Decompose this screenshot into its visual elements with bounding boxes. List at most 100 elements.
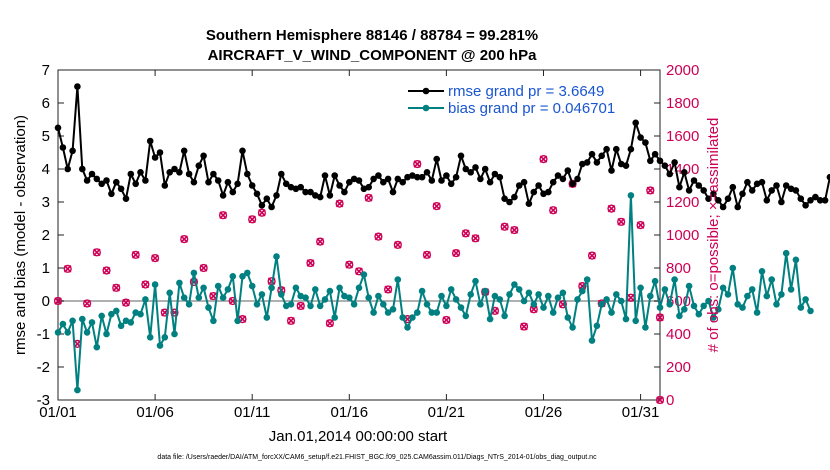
x-tick-label: 01/01 <box>39 404 77 421</box>
rmse-point <box>671 159 678 166</box>
rmse-point <box>331 172 339 179</box>
obs-point <box>121 298 131 307</box>
obs-assimilated-marker <box>345 260 354 269</box>
obs-assimilated-marker <box>180 235 188 243</box>
rmse-point <box>132 180 139 188</box>
obs-possible-marker <box>150 254 160 263</box>
y-axis-right-ticks: 0200400600800100012001400160018002000 <box>654 62 699 409</box>
rmse-point <box>316 193 324 201</box>
rmse-point <box>758 178 766 186</box>
obs-possible-marker <box>112 283 121 292</box>
rmse-point <box>268 203 275 211</box>
y-left-tick-label: 6 <box>42 95 50 112</box>
bias-point <box>496 296 504 303</box>
rmse-point <box>122 195 130 202</box>
obs-assimilated-marker <box>63 265 72 273</box>
obs-assimilated-marker <box>316 237 324 246</box>
rmse-point <box>792 187 800 194</box>
obs-point <box>83 299 92 308</box>
bias-point <box>481 287 489 295</box>
obs-possible-marker <box>587 251 597 260</box>
bias-point <box>59 320 67 328</box>
bias-point <box>617 297 625 305</box>
obs-assimilated-marker <box>131 251 140 259</box>
bias-point <box>74 386 81 394</box>
obs-possible-marker <box>306 258 315 268</box>
obs-assimilated-marker <box>219 211 227 219</box>
bias-point <box>685 282 693 290</box>
plot-area <box>57 69 661 401</box>
rmse-point <box>336 182 343 189</box>
rmse-point <box>248 182 256 189</box>
obs-assimilated-marker <box>442 316 451 324</box>
rmse-point <box>816 197 824 204</box>
rmse-point <box>239 147 246 155</box>
rmse-point <box>549 178 557 186</box>
bias-point <box>316 302 324 310</box>
obs-possible-marker <box>257 208 267 217</box>
bias-point <box>491 292 499 300</box>
obs-assimilated-marker <box>306 259 315 267</box>
bias-point <box>93 343 101 351</box>
obs-possible-marker <box>568 179 577 188</box>
bias-point <box>214 282 222 290</box>
rmse-point <box>486 178 494 186</box>
obs-point <box>335 199 344 208</box>
bias-point <box>588 337 596 344</box>
rmse-point <box>69 147 76 155</box>
rmse-point <box>506 198 513 206</box>
bias-point <box>778 291 785 298</box>
obs-possible-marker <box>218 211 228 220</box>
y-axis-left-label: rmse and bias (model - observation) <box>12 115 29 355</box>
bias-point <box>224 286 232 293</box>
rmse-point <box>593 159 601 166</box>
rmse-point <box>511 193 518 201</box>
bias-point <box>117 322 125 330</box>
obs-possible-marker <box>558 300 568 309</box>
rmse-point <box>656 157 664 165</box>
rmse-point <box>423 169 431 176</box>
rmse-point <box>472 164 479 171</box>
rmse-point <box>768 187 775 194</box>
bias-point <box>632 317 639 325</box>
obs-point <box>510 225 519 235</box>
bias-point <box>613 291 620 298</box>
obs-possible-marker <box>451 249 461 258</box>
y-left-tick-label: 4 <box>42 161 50 178</box>
bias-point <box>705 297 712 305</box>
x-tick-label: 01/31 <box>622 404 660 421</box>
obs-possible-marker <box>180 235 189 244</box>
rmse-point <box>229 188 237 196</box>
obs-assimilated-marker <box>471 234 480 243</box>
obs-point <box>92 248 101 257</box>
legend-rmse-label: rmse grand pr = 3.6649 <box>448 83 604 100</box>
rmse-point <box>666 170 673 178</box>
obs-assimilated-marker <box>423 251 431 259</box>
bias-point <box>447 286 455 293</box>
bias-point <box>248 282 256 290</box>
bias-point <box>758 268 766 275</box>
bias-point <box>748 286 756 293</box>
x-axis-ticks: 01/01 01/06 01/11 01/16 01/21 01/26 01/31 <box>39 70 659 421</box>
y-right-tick-label: 200 <box>666 359 691 376</box>
rmse-point <box>719 203 727 211</box>
rmse-point <box>710 190 717 198</box>
rmse-point <box>117 185 125 193</box>
obs-point <box>451 249 461 258</box>
rmse-point <box>477 175 484 183</box>
bias-point <box>719 284 727 292</box>
bias-point <box>229 273 237 280</box>
bias-point <box>418 287 426 295</box>
y-axis-left-ticks: -3 -2 -1 0 1 2 3 4 5 6 7 <box>37 62 64 409</box>
rmse-point <box>302 188 309 196</box>
rmse-point <box>821 197 829 204</box>
bias-point <box>380 301 387 308</box>
x-tick-label: 01/16 <box>331 404 369 421</box>
rmse-point <box>137 169 144 176</box>
rmse-point <box>613 145 620 153</box>
rmse-point <box>583 159 591 166</box>
bias-point <box>205 304 212 311</box>
obs-possible-marker <box>655 313 665 322</box>
rmse-point <box>695 182 703 189</box>
